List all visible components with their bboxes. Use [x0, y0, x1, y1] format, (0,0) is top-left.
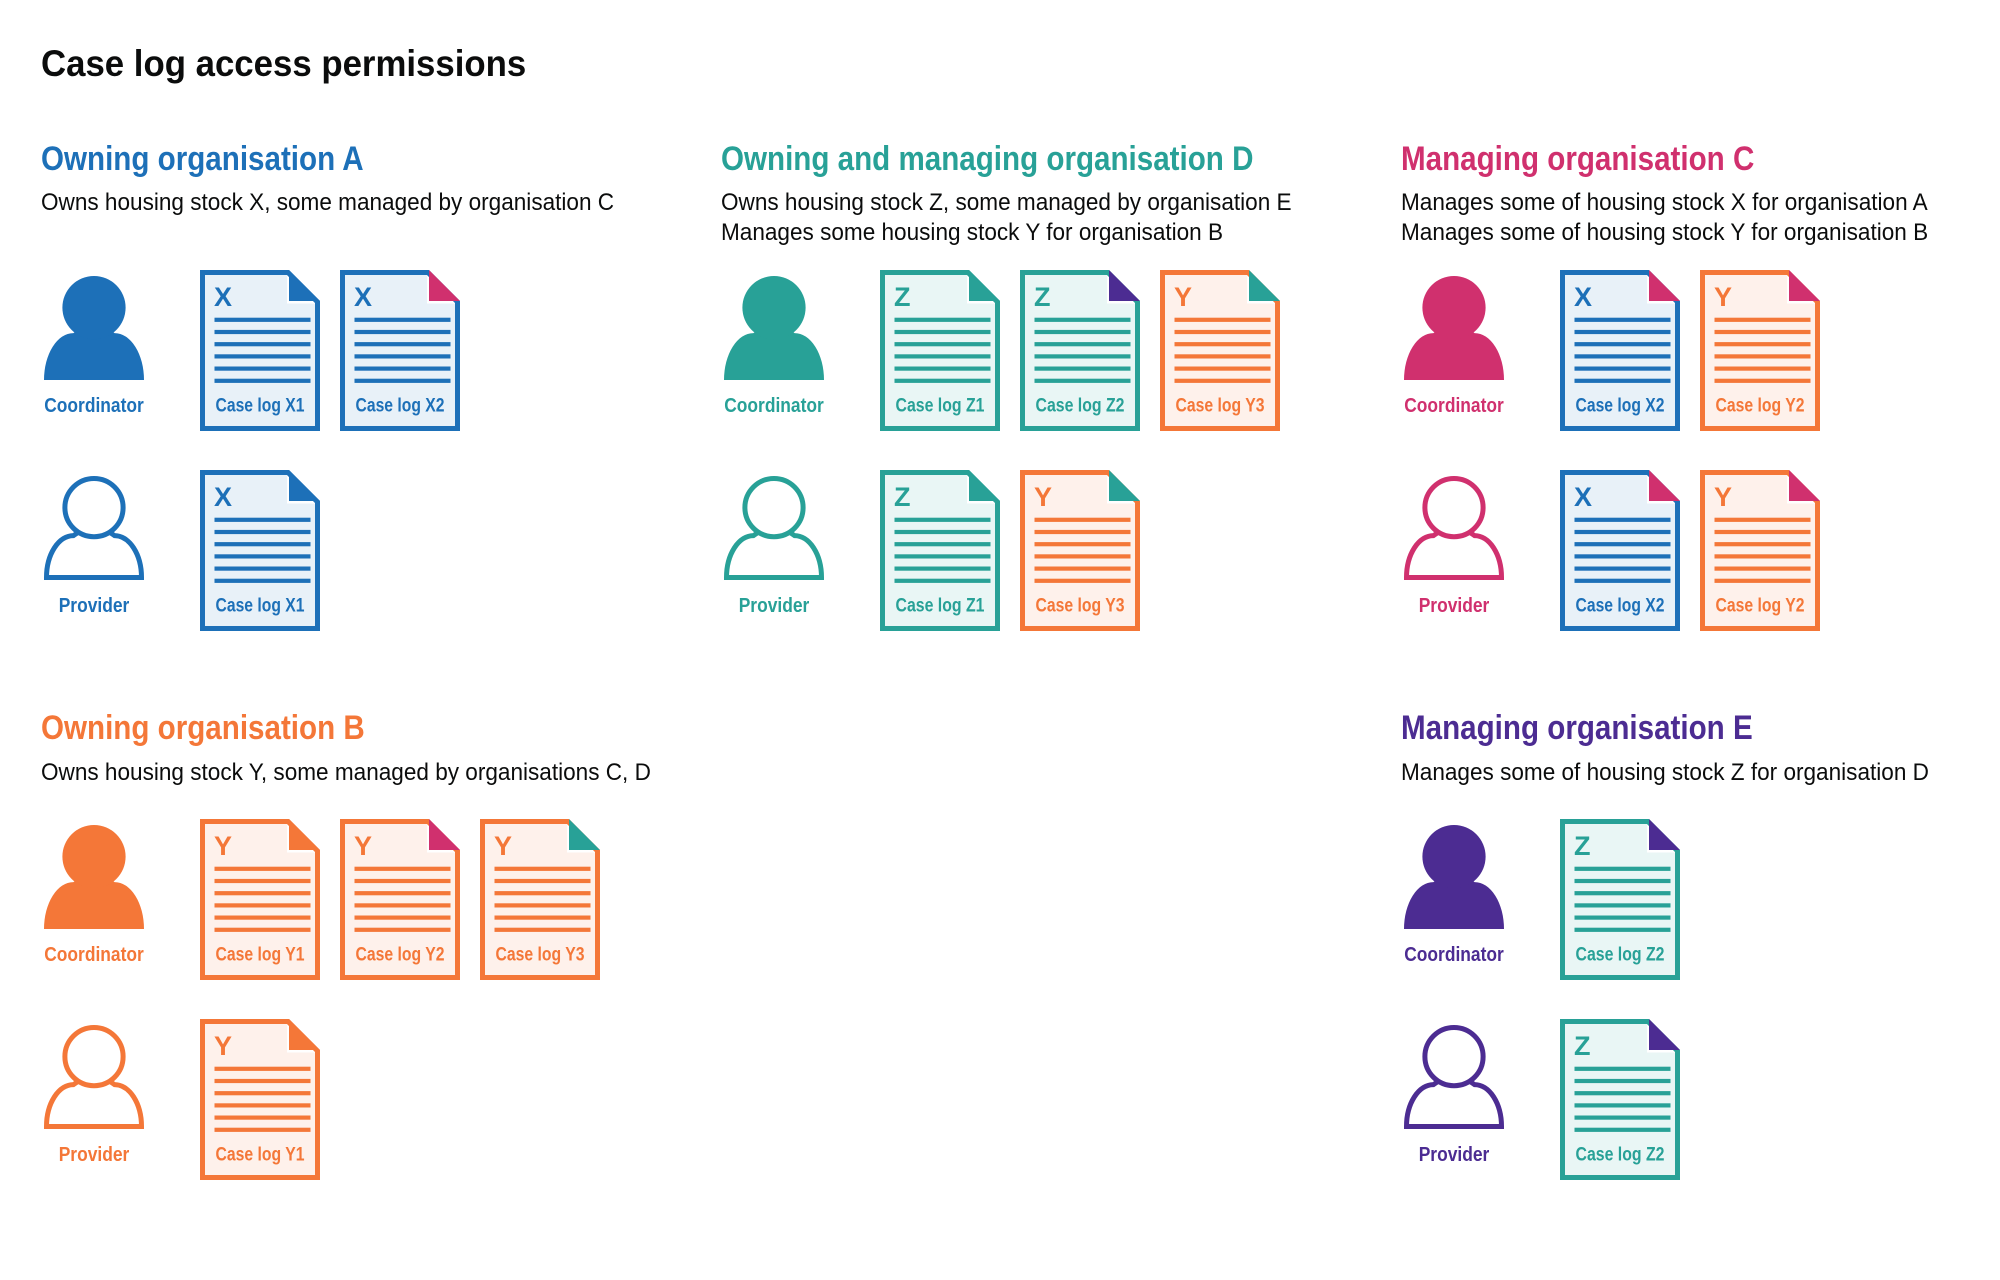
svg-text:Z: Z — [1574, 1031, 1591, 1061]
svg-text:X: X — [214, 482, 232, 512]
svg-text:Case log X2: Case log X2 — [1576, 596, 1665, 617]
svg-text:Y: Y — [214, 831, 232, 861]
svg-text:Case log Y2: Case log Y2 — [356, 945, 445, 966]
svg-text:Case log Y3: Case log Y3 — [1036, 596, 1125, 617]
svg-text:Y: Y — [1034, 482, 1052, 512]
svg-text:Case log X1: Case log X1 — [216, 596, 305, 617]
svg-text:X: X — [1574, 282, 1592, 312]
svg-text:Y: Y — [214, 1031, 232, 1061]
svg-text:Y: Y — [1714, 282, 1732, 312]
svg-text:Case log Z2: Case log Z2 — [1576, 1145, 1665, 1166]
svg-text:Z: Z — [894, 282, 911, 312]
svg-text:Z: Z — [894, 482, 911, 512]
svg-text:Y: Y — [354, 831, 372, 861]
svg-text:Case log Y1: Case log Y1 — [216, 1145, 305, 1166]
svg-text:X: X — [214, 282, 232, 312]
svg-text:Case log Y3: Case log Y3 — [1176, 396, 1265, 417]
svg-text:Case log Z2: Case log Z2 — [1576, 945, 1665, 966]
svg-text:Case log Z1: Case log Z1 — [896, 396, 985, 417]
svg-text:Y: Y — [1174, 282, 1192, 312]
svg-text:Y: Y — [1714, 482, 1732, 512]
svg-text:Case log X2: Case log X2 — [1576, 396, 1665, 417]
svg-text:Case log Y3: Case log Y3 — [496, 945, 585, 966]
svg-text:X: X — [354, 282, 372, 312]
svg-text:Case log Z1: Case log Z1 — [896, 596, 985, 617]
svg-text:Case log Z2: Case log Z2 — [1036, 396, 1125, 417]
svg-text:Case log Y2: Case log Y2 — [1716, 596, 1805, 617]
svg-text:Case log Y1: Case log Y1 — [216, 945, 305, 966]
svg-text:Z: Z — [1034, 282, 1051, 312]
svg-text:Case log Y2: Case log Y2 — [1716, 396, 1805, 417]
svg-text:Case log X1: Case log X1 — [216, 396, 305, 417]
svg-text:Y: Y — [494, 831, 512, 861]
svg-text:Case log X2: Case log X2 — [356, 396, 445, 417]
svg-text:Z: Z — [1574, 831, 1591, 861]
svg-text:X: X — [1574, 482, 1592, 512]
